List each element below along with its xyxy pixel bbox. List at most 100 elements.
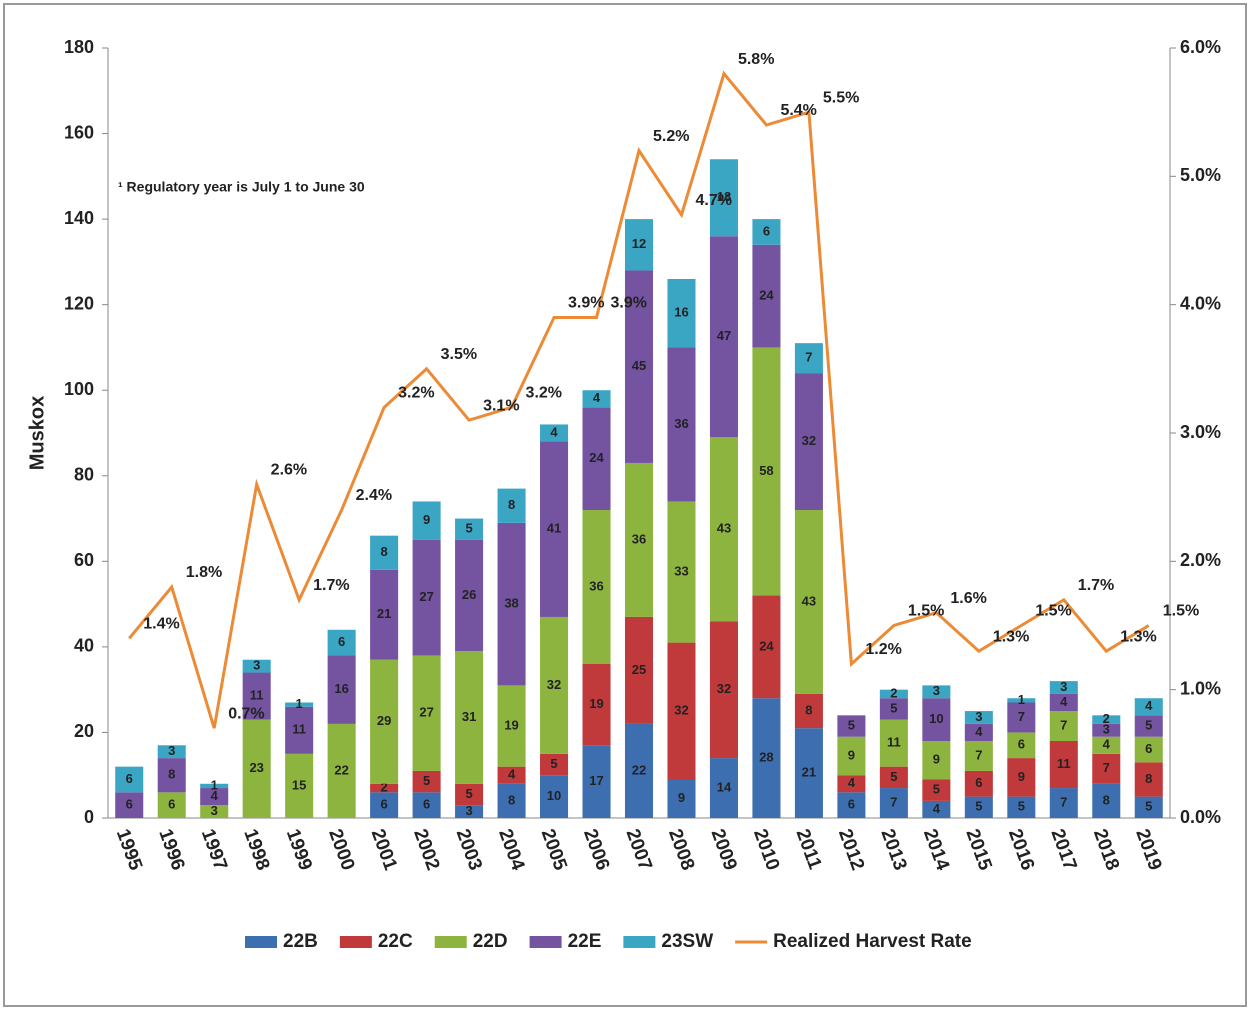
bar-segment xyxy=(752,698,781,818)
y-tick-label: 40 xyxy=(74,636,94,656)
bar-segment xyxy=(879,698,908,720)
rate-label: 1.8% xyxy=(186,564,222,581)
bar-segment xyxy=(1049,693,1078,712)
legend-swatch xyxy=(245,936,277,948)
bar-value-label: 27 xyxy=(419,589,433,604)
bar-segment xyxy=(1007,702,1036,733)
rate-label: 1.3% xyxy=(993,628,1029,645)
bar-value-label: 32 xyxy=(717,681,731,696)
bar-segment xyxy=(837,775,866,793)
bar-value-label: 21 xyxy=(802,765,816,780)
x-tick-label: 2003 xyxy=(452,826,486,873)
bar-value-label: 11 xyxy=(887,735,901,750)
x-tick-label: 2007 xyxy=(622,826,656,873)
rate-label: 1.5% xyxy=(908,603,944,620)
rate-line xyxy=(128,70,1150,729)
bar-value-label: 9 xyxy=(1018,769,1025,784)
bar-value-label: 43 xyxy=(717,521,731,536)
rate-label: 0.7% xyxy=(228,705,264,722)
x-tick-label: 2014 xyxy=(919,826,953,873)
bar-segment xyxy=(964,723,993,741)
bar-segment xyxy=(1092,736,1121,754)
x-tick-label: 2011 xyxy=(792,826,826,872)
bar-value-label: 31 xyxy=(462,709,476,724)
bar-segment xyxy=(200,783,229,789)
bar-value-label: 7 xyxy=(1060,794,1067,809)
bar-value-label: 5 xyxy=(1145,799,1152,814)
bar-segment xyxy=(794,373,823,510)
y2-tick-label: 0.0% xyxy=(1180,807,1221,827)
rate-label: 1.4% xyxy=(143,616,179,633)
x-tick-label: 2005 xyxy=(537,826,571,873)
bar-segment xyxy=(1134,715,1163,737)
bar-segment xyxy=(582,407,611,510)
bar-segment xyxy=(370,783,399,793)
bar-segment xyxy=(624,462,654,617)
bar-value-label: 22 xyxy=(632,762,646,777)
bar-value-label: 29 xyxy=(377,713,391,728)
rate-label: 5.5% xyxy=(823,89,859,106)
bar-value-label: 4 xyxy=(1103,737,1111,752)
bar-value-label: 6 xyxy=(423,797,430,812)
x-tick-label: 2004 xyxy=(494,826,528,873)
legend-label: 22B xyxy=(283,931,318,952)
bar-value-label: 8 xyxy=(1103,792,1110,807)
bar-segment xyxy=(497,766,526,784)
bar-segment xyxy=(752,244,781,348)
bar-value-label: 18 xyxy=(717,189,731,204)
bar-segment xyxy=(964,770,993,797)
x-tick-label: 1998 xyxy=(239,826,273,873)
bar-value-label: 16 xyxy=(334,681,348,696)
bar-value-label: 32 xyxy=(802,433,816,448)
bar-segment xyxy=(752,595,781,699)
bar-value-label: 22 xyxy=(334,762,348,777)
bar-segment xyxy=(285,702,314,707)
legend-label: 22C xyxy=(378,931,413,952)
bar-segment xyxy=(285,706,314,754)
bar-segment xyxy=(1049,788,1078,818)
y-tick-label: 160 xyxy=(64,122,94,142)
bar-value-label: 8 xyxy=(381,544,388,559)
bar-value-label: 3 xyxy=(975,709,982,724)
legend-swatch xyxy=(623,936,656,948)
y2-tick-label: 6.0% xyxy=(1180,37,1221,57)
y2-tick-label: 4.0% xyxy=(1180,293,1221,313)
y2-tick-label: 5.0% xyxy=(1180,165,1221,185)
bar-value-label: 36 xyxy=(674,416,688,431)
rate-label: 3.9% xyxy=(611,295,647,312)
x-tick-label: 2001 xyxy=(367,826,401,873)
x-tick-label: 2010 xyxy=(749,826,783,873)
bar-value-label: 2 xyxy=(1103,711,1110,726)
bar-value-label: 10 xyxy=(547,788,561,803)
bar-segment xyxy=(794,343,823,374)
bar-segment xyxy=(497,488,526,523)
x-tick-label: 1996 xyxy=(154,826,188,873)
bar-segment xyxy=(1092,723,1121,737)
bar-segment xyxy=(327,723,356,818)
bar-segment xyxy=(412,770,441,793)
bar-value-label: 15 xyxy=(292,777,306,792)
annotation: ¹ Regulatory year is July 1 to June 30 xyxy=(118,179,365,195)
bar-value-label: 17 xyxy=(589,773,603,788)
bar-value-label: 25 xyxy=(632,662,646,677)
bar-segment xyxy=(794,728,823,818)
legend-swatch xyxy=(434,936,467,948)
bar-value-label: 7 xyxy=(1060,717,1067,732)
x-tick-label: 1999 xyxy=(282,826,316,873)
bar-value-label: 9 xyxy=(678,790,685,805)
bar-value-label: 7 xyxy=(1103,760,1110,775)
bar-value-label: 45 xyxy=(632,358,646,373)
bar-segment xyxy=(497,522,526,686)
x-tick-label: 2019 xyxy=(1131,826,1165,873)
bar-value-label: 3 xyxy=(253,658,260,673)
bar-value-label: 8 xyxy=(805,702,812,717)
bar-value-label: 5 xyxy=(933,782,940,797)
bar-segment xyxy=(1007,732,1036,759)
x-tick-label: 2006 xyxy=(579,826,613,873)
bar-value-label: 5 xyxy=(1018,799,1025,814)
rate-label: 2.4% xyxy=(356,487,392,504)
bar-segment xyxy=(455,518,484,540)
rate-label: 5.2% xyxy=(653,128,689,145)
legend-label: 22D xyxy=(473,931,508,952)
bar-value-label: 4 xyxy=(1060,694,1068,709)
